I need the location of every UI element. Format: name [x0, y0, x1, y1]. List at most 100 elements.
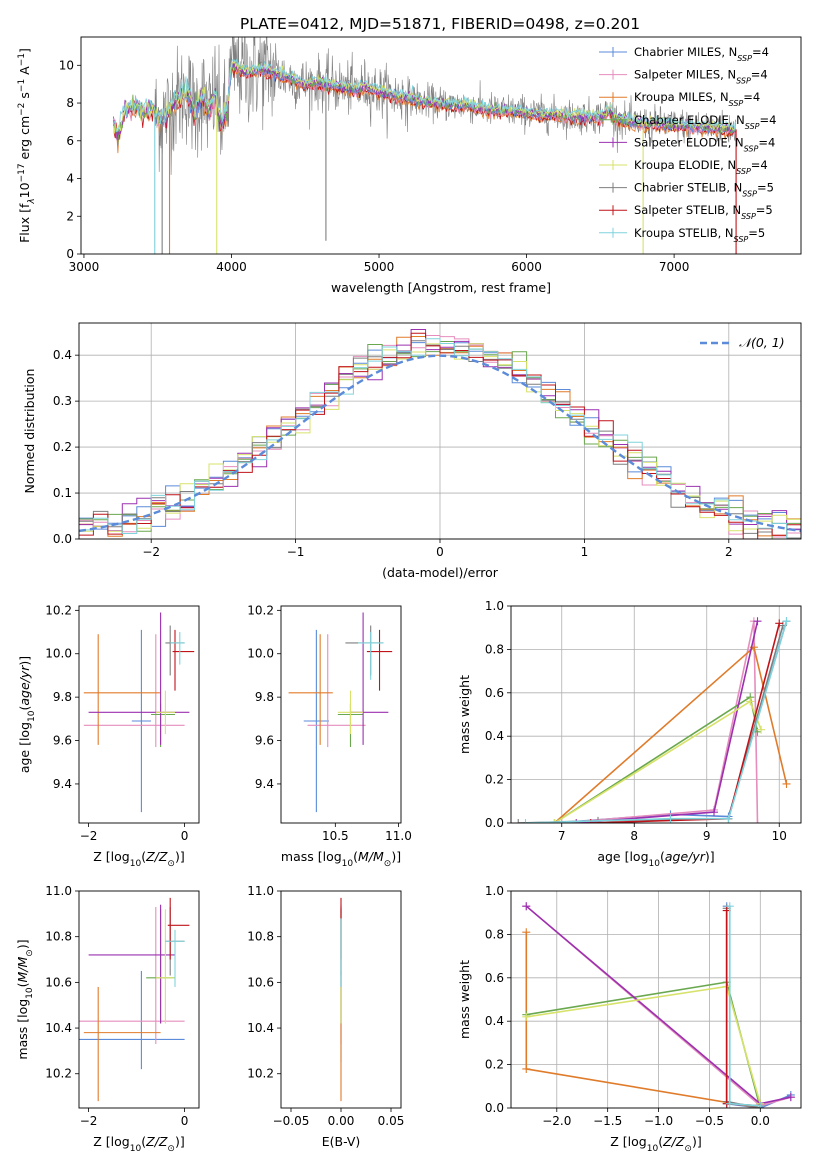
axes-frame — [78, 890, 200, 1109]
x-tick-label: −2 — [80, 829, 98, 843]
y-axis-label-part: ( — [17, 706, 32, 711]
legend-label-sub: SSP — [742, 189, 757, 198]
legend-label: Chabrier MILES, NSSP=4 — [634, 45, 769, 63]
y-tick-label: 0.0 — [53, 532, 72, 546]
x-axis-label-part: ⊙ — [384, 859, 392, 869]
x-tick-label: 3000 — [69, 260, 100, 274]
y-tick-label: 0.3 — [53, 394, 72, 408]
mass-weight-vs-metallicity-chart: −2.0 −1.5 −1.0 −0.5 0.0 0.0 0.2 0.4 0.6 0.8 1.0 Z [… — [457, 884, 802, 1154]
y-axis-label: age [log10(age/yr)] — [17, 656, 37, 773]
weight-marker-chabrier_stelib — [514, 819, 523, 823]
y-tick-label: 9.4 — [255, 777, 274, 791]
weight-line-chabrier_stelib — [725, 908, 761, 1108]
y-tick-label: 11.0 — [45, 884, 72, 898]
x-axis-label-part: )] — [692, 1134, 702, 1149]
y-axis-label-part: M/M — [15, 956, 30, 982]
x-tick-label: −2 — [80, 1114, 98, 1128]
x-tick-label: 7000 — [659, 260, 690, 274]
y-tick-label: 0.8 — [485, 642, 504, 656]
y-tick-label: 10.2 — [247, 603, 274, 617]
y-tick-label: 10.4 — [45, 1021, 72, 1035]
y-tick-label: 1.0 — [485, 884, 504, 898]
y-axis-label-part: 10 — [27, 710, 37, 722]
x-tick-label: 2 — [725, 545, 733, 559]
x-tick-label: −2.0 — [542, 1114, 571, 1128]
mass-vs-metallicity-chart: −2 010.210.410.610.811.0Z [log10(Z/Z⊙)]ma… — [15, 884, 200, 1154]
y-axis-label-part: −1 — [17, 53, 27, 66]
y-tick-label: 0 — [66, 247, 74, 261]
figure-title: PLATE=0412, MJD=51871, FIBERID=0498, z=0… — [240, 15, 640, 33]
weight-line-kroupa_elodie — [554, 700, 762, 823]
legend-label-suffix: =4 — [743, 90, 760, 104]
y-tick-label: 0.1 — [53, 486, 72, 500]
y-axis-label-part: )] — [15, 939, 30, 949]
y-tick-label: 9.8 — [255, 690, 274, 704]
axes-frame — [510, 890, 802, 1109]
y-tick-label: 0.8 — [485, 927, 504, 941]
y-axis-label-part: ] — [17, 48, 32, 53]
x-axis-label-part: 10 — [342, 859, 354, 869]
y-axis-label-part: age/yr — [17, 665, 32, 706]
plot-area — [522, 902, 795, 1108]
y-tick-label: 1.0 — [485, 599, 504, 613]
x-axis-label-part: M/M — [358, 849, 384, 864]
weight-marker-salpeter_stelib — [775, 619, 784, 628]
y-axis-label-part: −17 — [17, 163, 27, 182]
y-axis-label-part: ( — [15, 982, 30, 987]
weight-marker-kroupa_miles — [522, 928, 531, 937]
y-tick-label: 10 — [59, 58, 74, 72]
y-tick-label: 8 — [66, 96, 74, 110]
legend-label: Kroupa ELODIE, NSSP=4 — [634, 158, 768, 176]
x-axis-label-part: Z/Z — [145, 849, 168, 864]
weight-marker-salpeter_miles — [753, 819, 762, 823]
y-axis-label-part: s — [17, 92, 32, 103]
x-axis-label-part: )] — [391, 849, 401, 864]
y-tick-label: 10.2 — [45, 1067, 72, 1081]
x-tick-label: 7 — [558, 829, 566, 843]
weight-marker-kroupa_stelib — [666, 814, 675, 823]
y-axis-label-part: mass weight — [457, 675, 472, 754]
y-axis-label-part: −2 — [17, 103, 27, 116]
y-tick-label: 10.8 — [45, 930, 72, 944]
y-axis-label: Flux [fλ10−17 erg cm−2 s−1 A−1] — [17, 48, 37, 243]
x-axis-label: wavelength [Angstrom, rest frame] — [331, 280, 551, 295]
x-axis-label-part: Z/Z — [145, 1134, 168, 1149]
weight-line-salpeter_stelib — [725, 910, 761, 1107]
legend-label-text: Salpeter MILES, N — [634, 68, 736, 82]
y-tick-label: 10.4 — [247, 1021, 274, 1035]
residual-histogram-salpeter_stelib — [79, 332, 801, 539]
weight-marker-salpeter_elodie — [786, 1093, 795, 1102]
y-tick-label: 0.2 — [485, 773, 504, 787]
y-tick-label: 9.6 — [53, 734, 72, 748]
axes-frame — [80, 36, 802, 255]
x-axis-label-part: age/yr — [665, 849, 706, 864]
axes-frame — [280, 890, 402, 1109]
normal-distribution-curve — [79, 354, 801, 533]
weight-marker-kroupa_stelib — [725, 902, 734, 911]
x-tick-label: −0.05 — [273, 1114, 310, 1128]
axes-frame — [78, 605, 200, 824]
weight-marker-kroupa_stelib — [521, 819, 530, 823]
legend-label: Chabrier STELIB, NSSP=5 — [634, 181, 774, 199]
weight-marker-kroupa_stelib — [724, 814, 733, 823]
x-axis-label-part: ( — [660, 849, 665, 864]
legend-label-text: Salpeter STELIB, N — [634, 203, 741, 217]
x-axis-label-part: ( — [353, 849, 358, 864]
weight-line-chabrier_stelib — [518, 625, 784, 823]
plot-area — [514, 617, 791, 823]
y-axis-label-part: λ — [27, 198, 37, 204]
legend-label-text: Kroupa MILES, N — [634, 90, 729, 104]
x-axis-label-part: 10 — [647, 1144, 659, 1154]
weight-marker-salpeter_elodie — [710, 808, 718, 817]
age-vs-mass-chart: 10.5 11.0 9.4 9.6 9.8 10.0 10.2 mass [log10(M/M… — [247, 603, 412, 869]
y-tick-label: 0.6 — [485, 971, 504, 985]
x-tick-label: 5000 — [364, 260, 395, 274]
x-axis-label: mass [log10(M/M⊙)] — [281, 849, 401, 869]
normal-legend-label: 𝒩(0, 1) — [739, 335, 785, 350]
y-tick-label: 0.4 — [485, 1014, 504, 1028]
x-tick-label: −0.5 — [695, 1114, 724, 1128]
x-tick-label: 9 — [703, 829, 711, 843]
x-axis-label-part: 10 — [130, 859, 142, 869]
legend-label-sub: SSP — [729, 99, 744, 108]
axes-frame — [510, 605, 802, 824]
